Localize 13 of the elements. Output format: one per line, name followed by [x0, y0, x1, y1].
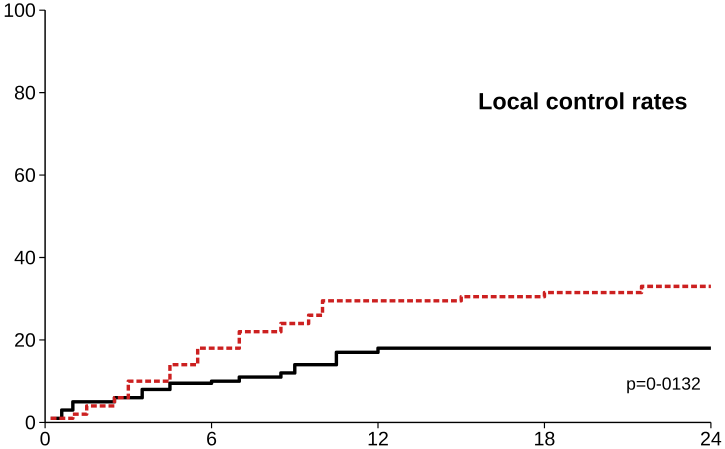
x-tick-label: 24	[701, 432, 722, 446]
y-tick-label: 0	[26, 416, 36, 430]
x-tick-label: 12	[368, 432, 388, 446]
x-tick-label: 6	[207, 432, 216, 446]
y-tick-label: 40	[14, 250, 36, 265]
y-tick-label: 100	[4, 3, 36, 18]
annotation: Local control rates	[480, 92, 686, 110]
x-tick-label: 0	[40, 432, 50, 446]
x-tick-label: 18	[535, 432, 554, 446]
annotation: p=0-0132	[627, 377, 700, 394]
y-tick-label: 60	[15, 168, 36, 182]
y-tick-label: 20	[15, 333, 36, 347]
y-tick-label: 80	[14, 86, 36, 100]
